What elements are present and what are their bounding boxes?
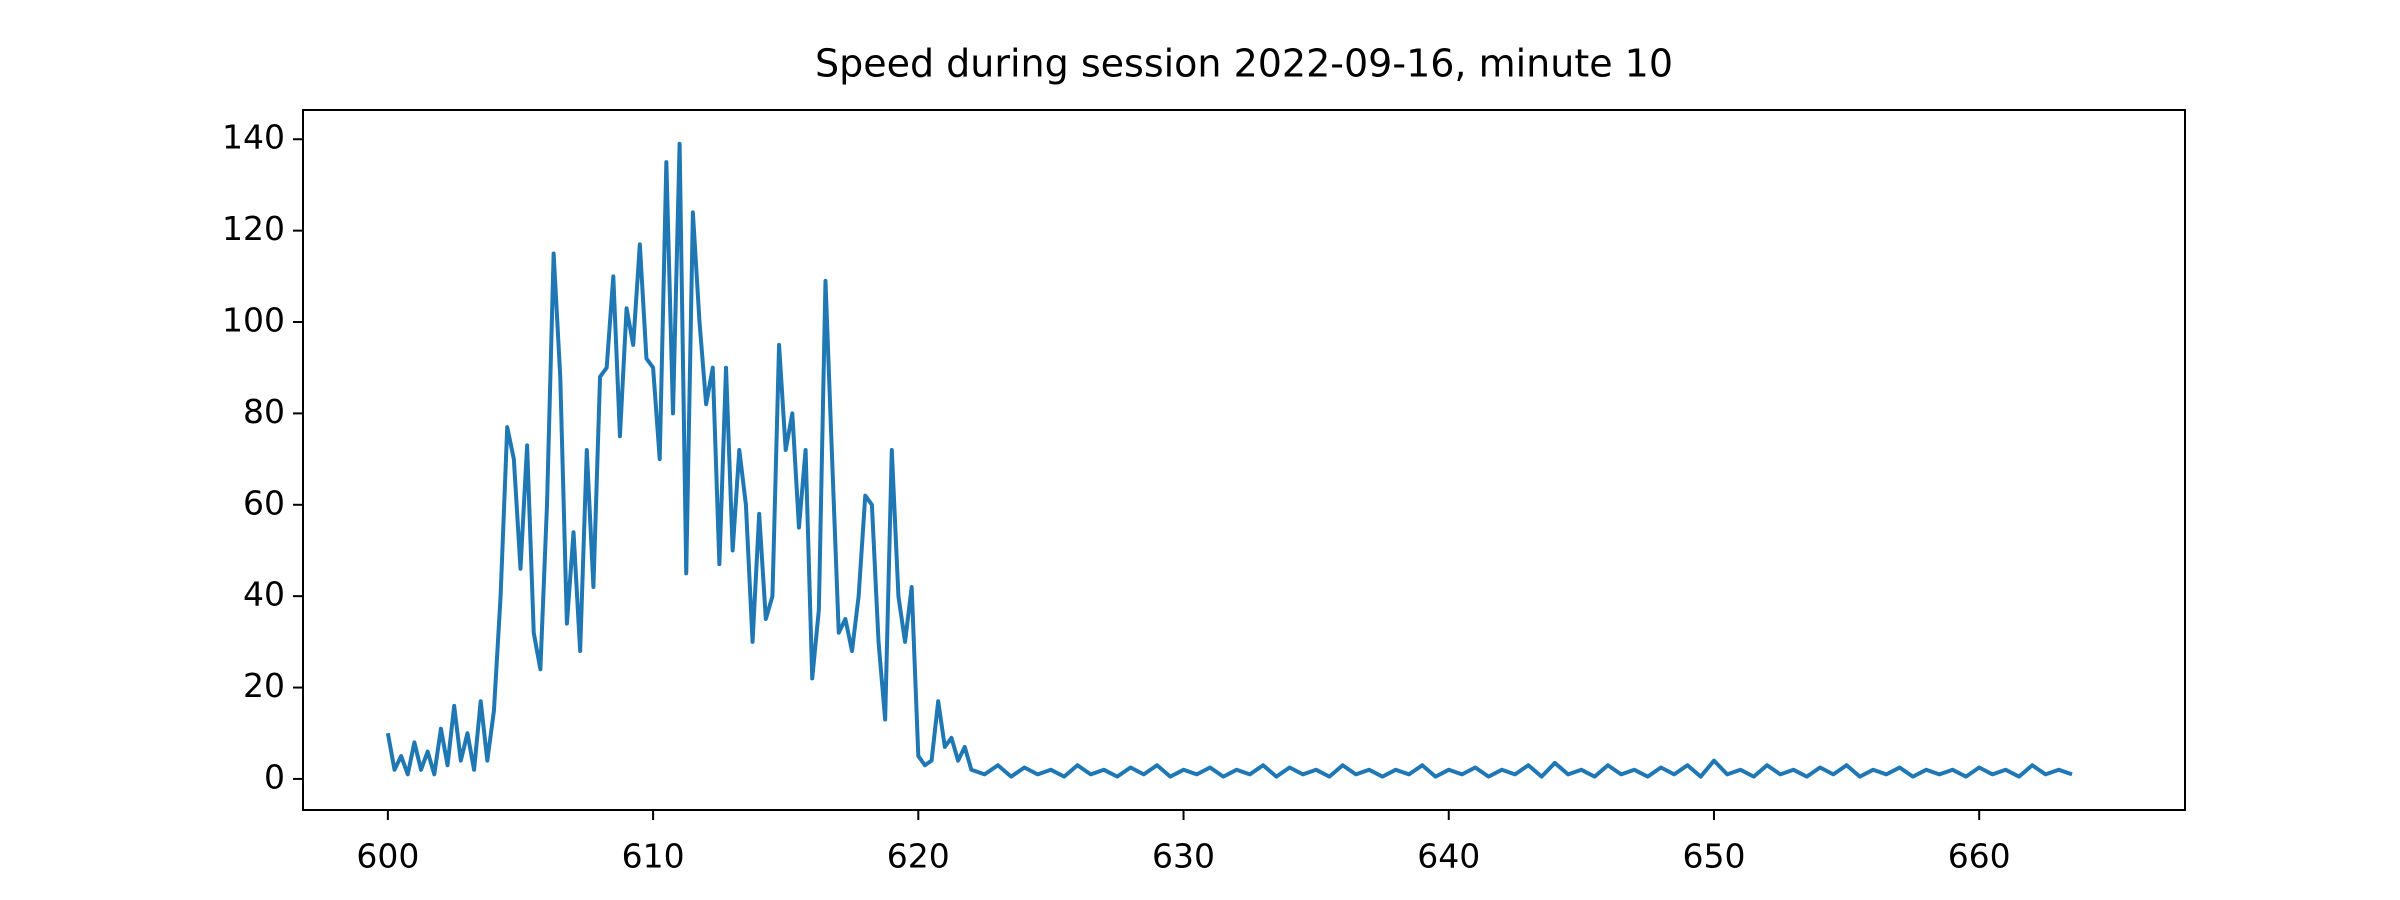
x-tick-label: 660 [1948, 837, 2011, 876]
y-tick-label: 80 [243, 392, 285, 431]
x-tick-label: 630 [1152, 837, 1215, 876]
x-tick-label: 620 [887, 837, 950, 876]
x-tick-label: 650 [1682, 837, 1745, 876]
y-tick-label: 20 [243, 666, 285, 705]
x-tick-label: 610 [622, 837, 685, 876]
y-tick-label: 60 [243, 483, 285, 522]
y-tick-label: 100 [222, 301, 285, 340]
chart-title: Speed during session 2022-09-16, minute … [815, 42, 1673, 86]
plot-frame [302, 109, 2186, 811]
y-tick-label: 140 [222, 118, 285, 157]
x-tick-label: 640 [1417, 837, 1480, 876]
x-tick-label: 600 [356, 837, 419, 876]
line-series [385, 141, 2073, 779]
y-tick-label: 120 [222, 209, 285, 248]
y-tick-label: 0 [264, 757, 285, 796]
y-tick-label: 40 [243, 575, 285, 614]
